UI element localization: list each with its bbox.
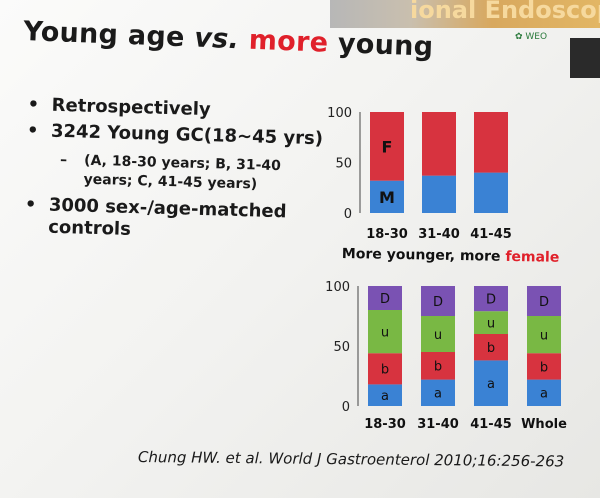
- bullet-controls: 3000 sex-/age-matched controls: [22, 194, 323, 246]
- bar-segment-F: [474, 112, 508, 173]
- title-part1: Young age: [22, 16, 195, 54]
- bar-segment-a: [474, 360, 508, 406]
- bar-segment-M: [422, 175, 456, 213]
- bullet-young-gc: 3242 Young GC(18~45 yrs): [25, 120, 325, 150]
- segment-label: a: [540, 387, 548, 402]
- segment-label: a: [381, 389, 389, 404]
- category-label: 41-45: [470, 417, 512, 432]
- bar-segment-u: [527, 316, 561, 354]
- bar-segment-D: [527, 286, 561, 316]
- segment-label: D: [486, 293, 496, 308]
- bar-segment-M: [474, 172, 508, 213]
- y-tick-label: 50: [335, 157, 352, 172]
- chart-caption: More younger, more female: [342, 246, 560, 266]
- segment-label: u: [434, 328, 442, 343]
- segment-label: b: [381, 363, 389, 378]
- bullet-list: Retrospectively 3242 Young GC(18~45 yrs)…: [22, 94, 326, 250]
- segment-label: u: [540, 329, 548, 344]
- bar-segment-M: [370, 180, 404, 213]
- projector-edge: [570, 38, 600, 78]
- bar-segment-a: [527, 379, 561, 406]
- bar-segment-D: [421, 286, 455, 316]
- category-label: 31-40: [418, 227, 460, 242]
- y-tick-label: 50: [333, 340, 350, 355]
- caption-red-word: female: [505, 248, 560, 266]
- segment-label: D: [539, 295, 549, 310]
- segment-label: u: [381, 326, 389, 341]
- segment-label: u: [487, 317, 495, 332]
- segment-label: D: [433, 295, 443, 310]
- category-label: 18-30: [366, 227, 408, 242]
- y-tick-label: 0: [342, 400, 350, 415]
- bar-segment-F: [422, 112, 456, 176]
- category-label: 18-30: [364, 417, 406, 432]
- category-label: 31-40: [417, 417, 459, 432]
- title-part2: young: [327, 27, 434, 63]
- caption-text: More younger, more: [341, 246, 506, 265]
- category-label: Whole: [521, 417, 567, 432]
- segment-label: b: [434, 360, 442, 375]
- logo-text: WEO: [525, 32, 548, 42]
- bullet-retrospectively: Retrospectively: [25, 94, 325, 124]
- bar-segment-b: [421, 352, 455, 380]
- segment-label: D: [380, 292, 390, 307]
- sub-bullet-age-groups: (A, 18-30 years; B, 31-40 years; C, 41-4…: [41, 150, 324, 196]
- segment-label: a: [434, 387, 442, 402]
- segment-label: a: [487, 377, 495, 392]
- segment-label: F: [382, 137, 393, 156]
- citation: Chung HW. et al. World J Gastroenterol 2…: [137, 448, 565, 471]
- sex-ratio-chart: 0 50 100 M F 18-30 31-40 41-45: [327, 106, 512, 242]
- category-label: 41-45: [470, 227, 512, 242]
- bar-segment-u: [474, 311, 508, 334]
- bar-segment-u: [368, 310, 402, 354]
- subtype-chart: 050100abuD18-30abuD31-40abuD41-45abuDWho…: [325, 280, 567, 432]
- segment-label: b: [487, 341, 495, 356]
- bar-segment-a: [421, 379, 455, 406]
- bar-segment-b: [474, 334, 508, 361]
- y-tick-label: 0: [344, 207, 352, 222]
- banner-text: ional Endoscopy: [410, 0, 600, 24]
- bar-segment-D: [368, 286, 402, 310]
- title-vs: vs.: [193, 22, 240, 56]
- title-red-word: more: [248, 24, 329, 59]
- bar-segment-F: [370, 112, 404, 181]
- conference-banner: ional Endoscopy: [330, 0, 600, 28]
- bar-segment-b: [527, 353, 561, 380]
- y-tick-label: 100: [327, 106, 352, 121]
- bar-segment-b: [368, 353, 402, 385]
- bar-segment-D: [474, 286, 508, 312]
- bar-segment-u: [421, 316, 455, 352]
- segment-label: M: [379, 188, 395, 207]
- bar-segment-a: [368, 384, 402, 406]
- segment-label: b: [540, 360, 548, 375]
- weo-logo: ✿ WEO: [515, 32, 548, 42]
- y-tick-label: 100: [325, 280, 350, 295]
